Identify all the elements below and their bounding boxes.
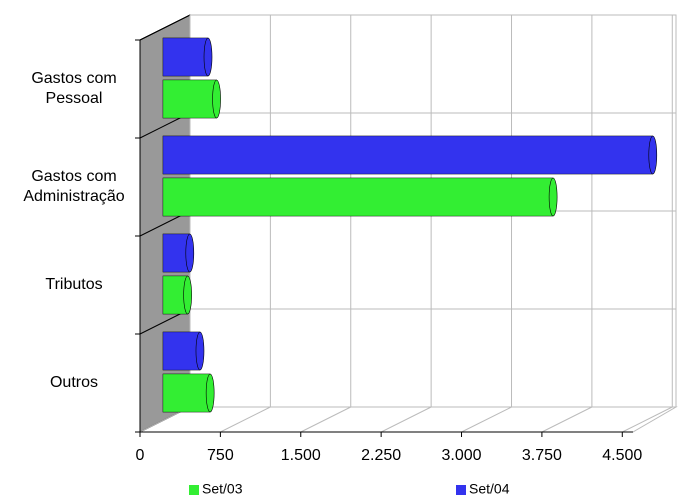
x-tick-label: 0 xyxy=(136,447,145,464)
bar xyxy=(162,233,195,273)
category-label: Outros xyxy=(49,374,98,391)
bar-cap xyxy=(548,177,558,217)
grid-line xyxy=(461,406,512,433)
bar xyxy=(162,79,221,119)
grid-line xyxy=(541,406,593,433)
grid-line xyxy=(220,406,271,433)
bar-cap xyxy=(203,37,213,77)
bar xyxy=(162,331,205,371)
x-tick-label: 1.500 xyxy=(281,447,321,464)
bar-cap xyxy=(205,373,215,413)
legend-swatch xyxy=(456,485,466,495)
legend-swatch xyxy=(189,485,199,495)
bar-tint xyxy=(163,80,217,118)
bar-cap xyxy=(195,331,205,371)
bar-cap xyxy=(185,233,195,273)
grid-line xyxy=(380,406,432,433)
category-label: Tributos xyxy=(45,276,103,293)
bar xyxy=(162,373,215,413)
legend-label: Set/03 xyxy=(202,481,243,497)
legend-label: Set/04 xyxy=(469,481,510,497)
bar xyxy=(162,275,192,315)
x-tick-label: 4.500 xyxy=(602,447,642,464)
category-label: Gastos com Pessoal xyxy=(31,70,117,107)
x-tick-label: 750 xyxy=(207,447,234,464)
category-label: Gastos com Administração xyxy=(23,168,125,205)
grid-line xyxy=(622,406,673,433)
bar-tint xyxy=(163,136,653,174)
bar-tint xyxy=(163,374,211,412)
x-tick-label: 3.000 xyxy=(441,447,481,464)
grid-line xyxy=(300,406,351,433)
bar xyxy=(162,37,213,77)
bar-cap xyxy=(648,135,658,175)
bar-tint xyxy=(163,178,554,216)
category-divider xyxy=(139,14,191,41)
bar-tint xyxy=(163,38,209,76)
bar-cap xyxy=(183,275,192,315)
bar xyxy=(162,177,558,217)
x-tick-label: 3.750 xyxy=(522,447,562,464)
bar-tint xyxy=(163,234,190,272)
x-tick-label: 2.250 xyxy=(361,447,401,464)
bar xyxy=(162,135,658,175)
bar-tint xyxy=(163,332,200,370)
bar-cap xyxy=(212,79,221,119)
floor xyxy=(139,406,678,433)
